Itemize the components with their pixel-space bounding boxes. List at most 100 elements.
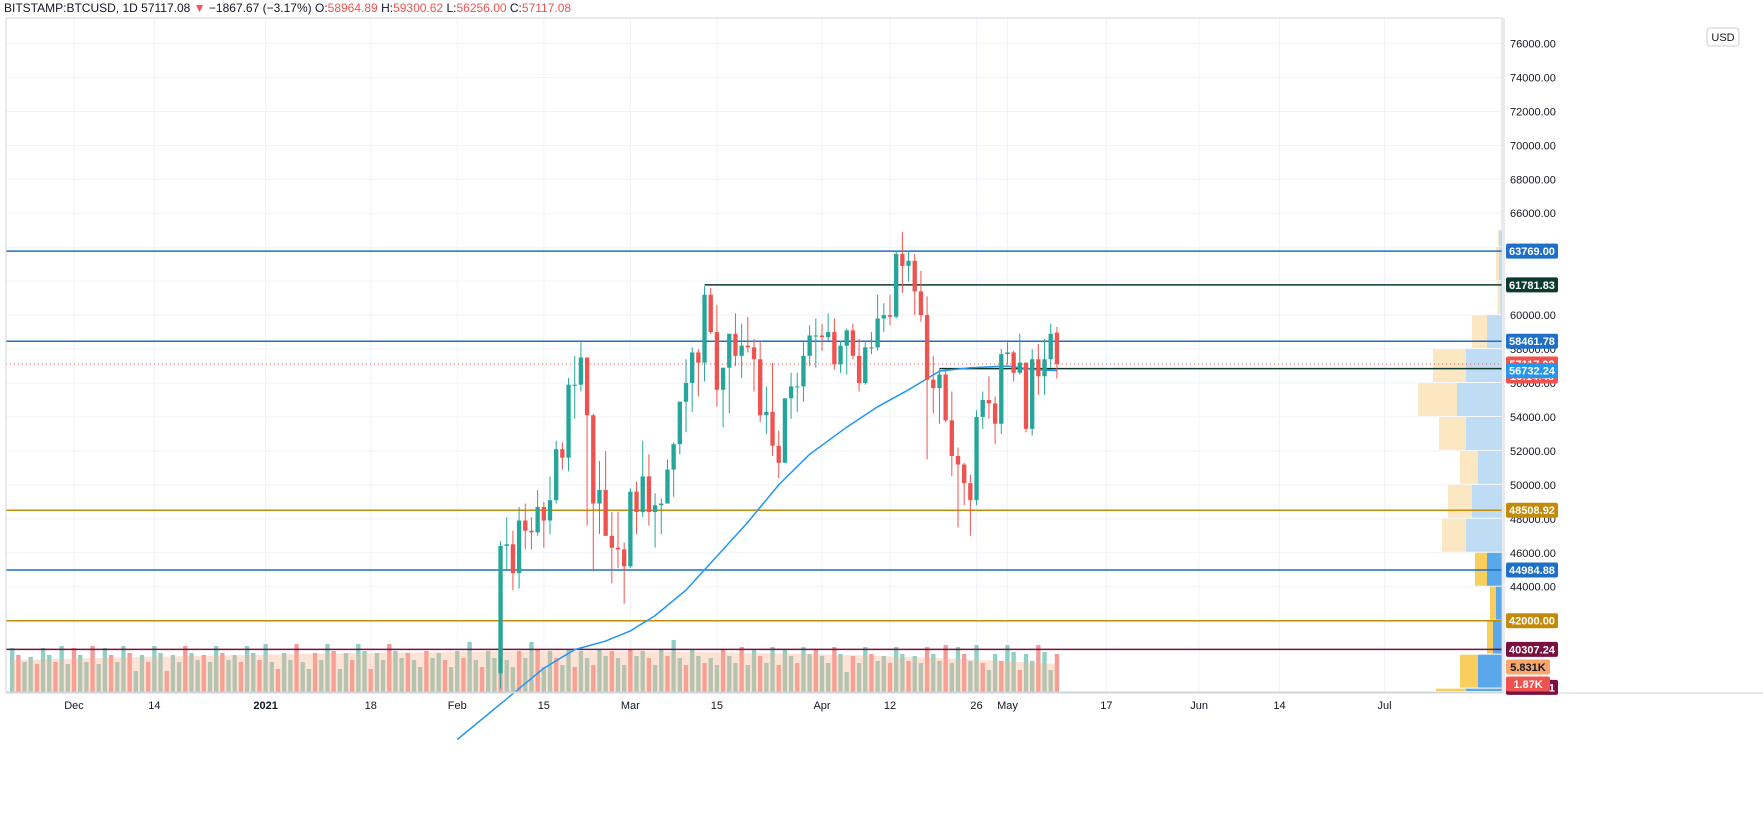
- candle-body: [788, 386, 794, 399]
- volume-bar: [448, 667, 454, 692]
- down-arrow-icon: ▼: [193, 1, 206, 15]
- volume-bar: [374, 653, 380, 692]
- volume-bar: [486, 651, 491, 692]
- candle-body: [838, 345, 843, 365]
- volume-profile-up-bar: [1499, 247, 1502, 281]
- time-axis[interactable]: Dec 14 2021 18 Feb 15 Mar 15 Apr 12 26 May 17 Jun 14 Ju…: [64, 700, 1391, 712]
- candle-body: [652, 505, 658, 513]
- volume-bar: [90, 646, 95, 692]
- level-tag-label: 42000.00: [1509, 616, 1555, 628]
- volume-bar: [1048, 670, 1053, 692]
- volume-tag-label: 5.831K: [1510, 662, 1546, 674]
- volume-bar: [115, 662, 120, 692]
- volume-bar: [918, 663, 924, 692]
- volume-bar: [622, 665, 627, 692]
- grid: [6, 18, 1502, 692]
- x-tick-label: 15: [538, 700, 550, 712]
- candle-body: [850, 330, 856, 356]
- y-tick-label: 66000.00: [1510, 208, 1556, 220]
- candle-body: [832, 332, 837, 365]
- candle-body: [770, 411, 775, 446]
- y-tick-label: 52000.00: [1510, 446, 1556, 458]
- volume-profile-up-bar: [1499, 230, 1502, 247]
- candle-body: [881, 315, 886, 319]
- volume-bar: [275, 669, 281, 692]
- volume-bar: [226, 660, 231, 692]
- volume-profile-up-bar: [1466, 518, 1502, 552]
- volume-bar: [53, 662, 58, 692]
- volume-bar: [541, 667, 546, 692]
- volume-profile-up-bar: [1478, 450, 1502, 484]
- volume-profile-down-bar: [1436, 688, 1466, 691]
- candle-body: [622, 549, 627, 567]
- candle-body: [572, 384, 577, 386]
- volume-profile-up-bar: [1466, 349, 1502, 383]
- volume-profile-down-bar: [1433, 349, 1466, 383]
- volume-bar: [999, 661, 1004, 692]
- currency-button[interactable]: USD: [1706, 27, 1740, 47]
- x-tick-label: 2021: [253, 700, 277, 712]
- volume-profile-down-bar: [1460, 450, 1478, 484]
- candle-body: [671, 444, 676, 470]
- volume-bar: [894, 647, 899, 692]
- volume-bar: [1011, 652, 1016, 692]
- volume-bar: [300, 662, 305, 692]
- candle-body: [1042, 359, 1047, 377]
- level-tag-label: 61781.83: [1509, 280, 1555, 292]
- symbol-label[interactable]: BITSTAMP:BTCUSD, 1D: [4, 1, 138, 15]
- volume-bar: [764, 663, 769, 692]
- horizontal-levels[interactable]: [6, 250, 1502, 651]
- volume-bar: [424, 651, 429, 692]
- volume-bar: [164, 671, 169, 692]
- volume-bar: [615, 658, 621, 692]
- volume-bar: [108, 655, 114, 692]
- volume-bar: [356, 644, 361, 692]
- volume-profile-up-bar: [1457, 383, 1502, 416]
- candles: [498, 231, 1060, 689]
- candle-body: [628, 491, 633, 567]
- low-value: 56256.00: [456, 1, 507, 15]
- volume-bar: [962, 654, 967, 692]
- volume-bar: [807, 654, 812, 692]
- volume-bar: [294, 644, 299, 692]
- x-tick-label: 18: [365, 700, 377, 712]
- candle-body: [547, 500, 553, 521]
- volume-bar: [84, 662, 89, 692]
- candle-body: [962, 464, 967, 484]
- volume-bar: [683, 665, 689, 692]
- candle-body: [535, 506, 540, 533]
- volume-bar: [609, 651, 614, 692]
- volume-bar: [751, 649, 757, 692]
- volume-bar: [288, 660, 293, 692]
- volume-profile-down-bar: [1497, 230, 1499, 247]
- volume-bar: [776, 665, 781, 692]
- candle-body: [931, 379, 936, 389]
- volume-bar: [659, 649, 664, 692]
- candle-body: [640, 476, 645, 513]
- volume-bar: [337, 669, 342, 692]
- volume-bar: [788, 656, 794, 692]
- open-label: O:: [314, 1, 328, 15]
- volume-bar: [832, 647, 837, 692]
- volume-bar: [78, 655, 83, 692]
- x-tick-label: May: [997, 700, 1018, 712]
- volume-bar: [418, 667, 423, 692]
- volume-bar: [906, 661, 911, 692]
- volume-bar: [652, 665, 658, 692]
- candle-body: [665, 469, 670, 504]
- candle-body: [696, 352, 701, 363]
- volume-profile-up-bar: [1493, 620, 1502, 654]
- volume-bar: [331, 651, 336, 692]
- volume-bar: [566, 649, 571, 692]
- volume-bar: [479, 667, 485, 692]
- volume-bar: [139, 655, 145, 692]
- volume-bar: [634, 656, 639, 692]
- volume-bar: [1030, 661, 1035, 692]
- candle-body: [764, 411, 769, 416]
- volume-bar: [306, 669, 312, 692]
- candle-body: [1017, 362, 1022, 373]
- volume-bar: [387, 644, 392, 692]
- volume-bar: [770, 647, 775, 692]
- volume-bar: [71, 648, 77, 692]
